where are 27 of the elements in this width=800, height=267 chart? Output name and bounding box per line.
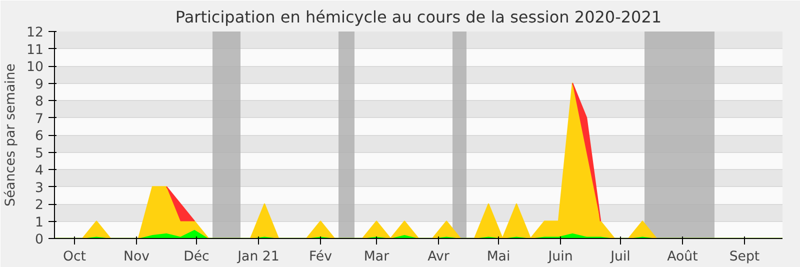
y-tick-label: 9 xyxy=(35,77,44,92)
x-tick-label: Jan 21 xyxy=(236,250,280,264)
x-tick-label: Juil xyxy=(610,250,630,264)
y-tick-label: 4 xyxy=(35,164,44,178)
y-tick-label: 0 xyxy=(35,232,44,248)
x-tick-label: Mai xyxy=(486,250,510,264)
y-axis-title: Séances par semaine xyxy=(4,64,19,206)
x-tick-label: Oct xyxy=(62,250,86,264)
y-tick-label: 11 xyxy=(26,42,44,58)
x-tick-label: Déc xyxy=(184,250,210,264)
y-tick-label: 7 xyxy=(35,112,44,127)
x-tick-label: Nov xyxy=(123,250,150,264)
x-tick-label: Août xyxy=(667,250,698,264)
y-tick-label: 1 xyxy=(35,215,44,230)
x-tick-label: Juin xyxy=(547,250,573,264)
y-tick-label: 3 xyxy=(35,180,44,196)
y-tick-label: 10 xyxy=(26,60,44,75)
y-tick-label: 6 xyxy=(35,129,44,144)
chart-title: Participation en hémicycle au cours de la session 2020-2021 xyxy=(175,8,662,26)
y-tick-label: 12 xyxy=(26,26,44,40)
x-tick-label: Sept xyxy=(729,250,760,264)
x-tick-label: Mar xyxy=(364,250,390,264)
y-tick-label: 5 xyxy=(35,146,44,162)
x-tick-label: Avr xyxy=(428,250,450,264)
x-tick-label: Fév xyxy=(308,250,332,264)
y-tick-label: 8 xyxy=(35,94,44,110)
y-tick-label: 2 xyxy=(35,198,44,213)
